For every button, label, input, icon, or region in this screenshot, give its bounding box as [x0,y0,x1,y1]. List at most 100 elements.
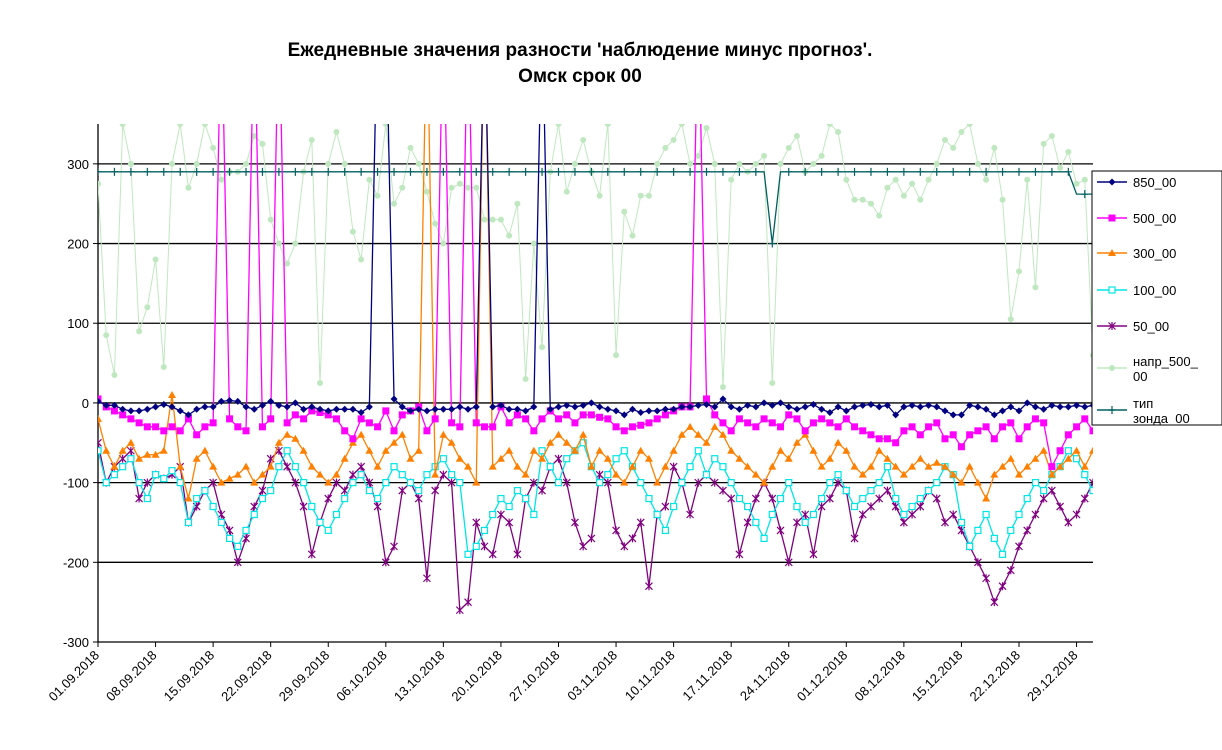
data-point [670,136,677,143]
data-point [661,405,669,413]
data-point [390,438,399,446]
data-point [497,494,505,503]
data-point [1023,494,1031,503]
data-point [488,550,497,559]
data-point [98,447,102,455]
data-point [966,401,974,409]
data-point [275,401,283,409]
data-point [275,240,282,247]
data-point [176,479,184,487]
data-point [908,462,917,470]
data-point [201,403,209,411]
data-point [933,403,941,411]
data-point [209,419,217,427]
data-point [818,167,826,176]
data-point [587,411,595,419]
data-point [456,479,464,487]
data-point [398,430,407,438]
data-point [966,542,974,550]
data-point [596,192,603,199]
data-point [974,427,982,435]
data-point [784,454,793,462]
data-point [1114,427,1121,434]
data-point [193,405,201,413]
data-point [571,167,579,176]
data-point [300,415,308,423]
data-point [867,167,875,176]
data-point [514,200,521,207]
data-point [1155,550,1162,558]
data-point [743,462,752,470]
data-point [776,446,785,454]
data-point [1007,316,1014,323]
data-point [1073,401,1081,409]
data-point [744,401,752,409]
data-point [390,167,398,176]
data-point [965,462,974,470]
data-point [243,160,250,167]
data-point [465,184,472,191]
data-point [661,462,670,470]
data-point [448,405,456,413]
data-point [580,136,587,143]
data-point [1196,431,1203,438]
data-point [809,550,818,559]
data-point [858,510,867,519]
data-point [283,447,291,455]
data-point [587,462,596,470]
data-point [209,167,217,176]
data-point [530,240,537,247]
data-point [505,405,513,413]
data-point [340,454,349,462]
data-point [415,405,423,413]
data-point [497,216,504,223]
data-point [308,167,316,176]
x-tick-label: 20.10.2018 [448,648,505,705]
data-point [991,144,998,151]
data-point [826,419,834,427]
data-point [777,399,785,407]
data-point [1056,447,1064,455]
data-point [349,479,357,487]
data-point [1007,526,1015,535]
data-point [768,401,776,409]
data-point [587,534,596,543]
data-point [982,423,990,431]
y-tick-label: 100 [67,316,89,331]
data-point [661,526,669,535]
data-point [1148,464,1154,470]
data-point [949,411,957,419]
data-point [867,200,874,207]
data-point [546,405,554,413]
data-point [801,518,809,527]
data-point [711,160,718,167]
data-point [933,167,941,176]
data-point [415,160,422,167]
data-point [645,192,652,199]
data-point [678,479,686,487]
data-point [193,431,201,439]
data-point [842,446,851,454]
data-point [143,450,152,458]
data-point [916,403,924,411]
data-point [283,403,291,411]
legend-marker [1108,214,1116,222]
data-point [1064,518,1073,527]
data-point [1212,455,1220,462]
data-point [316,518,324,527]
data-point [480,423,488,431]
data-point [291,167,299,176]
data-point [505,419,513,427]
data-point [810,160,817,167]
data-point [817,462,826,470]
data-point [916,167,924,176]
data-point [349,228,356,235]
data-point [299,446,308,454]
data-point [472,542,480,550]
data-point [1180,479,1187,487]
data-point [751,494,760,503]
data-point [110,401,118,409]
data-point [924,462,933,470]
data-point [825,494,834,503]
data-point [1123,511,1129,517]
